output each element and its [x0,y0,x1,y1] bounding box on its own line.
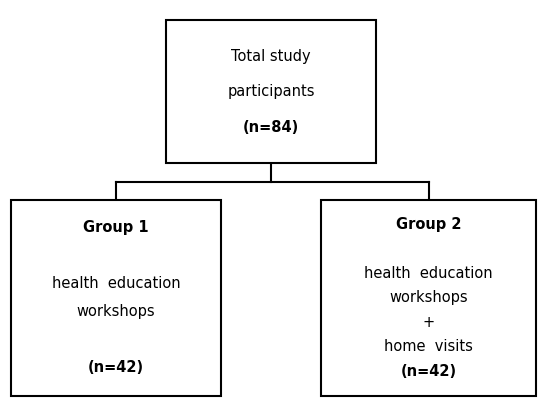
Text: health  education: health education [52,276,180,291]
FancyBboxPatch shape [321,200,536,396]
FancyBboxPatch shape [11,200,221,396]
Text: Group 2: Group 2 [396,217,461,232]
Text: workshops: workshops [77,304,155,319]
Text: workshops: workshops [389,290,468,305]
Text: (n=42): (n=42) [400,364,457,379]
Text: health  education: health education [364,266,493,281]
Text: Group 1: Group 1 [84,220,149,235]
Text: +: + [422,315,435,330]
FancyBboxPatch shape [166,20,376,163]
Text: (n=42): (n=42) [88,360,144,375]
Text: Total study: Total study [231,49,311,64]
Text: home  visits: home visits [384,339,473,354]
Text: (n=84): (n=84) [243,120,299,135]
Text: participants: participants [227,84,315,99]
